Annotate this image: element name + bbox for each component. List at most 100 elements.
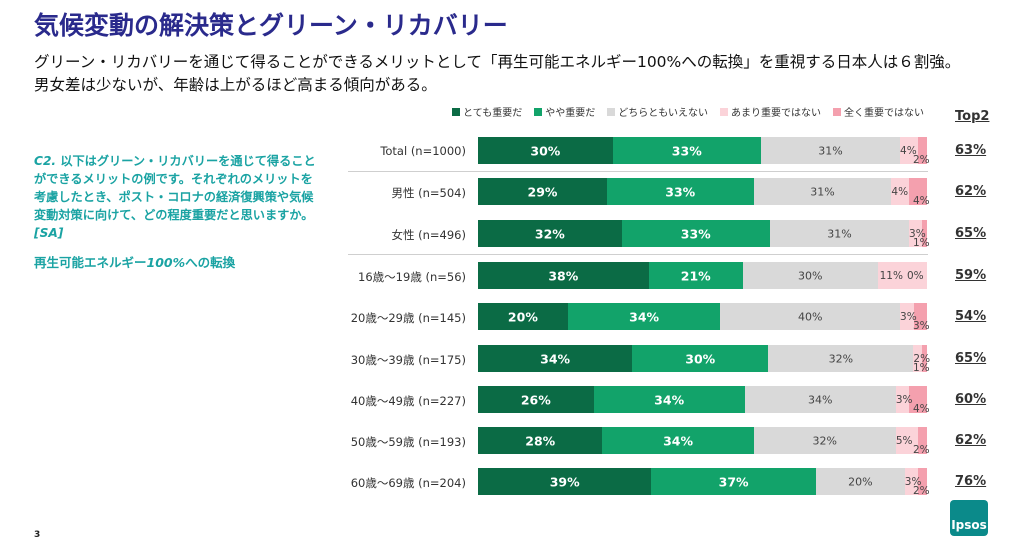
data-label: 31% [818,144,843,157]
data-label: 4% [913,195,930,207]
data-label: 37% [718,474,749,489]
bar-segment: 20% [815,468,905,495]
data-label: 34% [654,392,685,407]
top2-value: 59% [955,268,987,283]
data-label: 39% [549,474,580,489]
bar-segment: 32% [768,345,914,372]
data-label: 20% [507,309,538,324]
top2-value: 62% [955,184,987,199]
data-label: 31% [827,227,852,240]
data-label: 33% [671,143,702,158]
data-label: 4% [891,186,909,198]
bar-segment: 40% [720,303,901,330]
legend-swatch [833,107,842,116]
top2-value: 65% [955,351,987,366]
bar-row: 30% 33% 31% [478,137,927,164]
bar-segment [917,137,927,164]
bar-segment [891,178,910,205]
data-label: 30% [798,269,823,282]
top2-header: Top2 [955,109,990,124]
bar-segment [895,386,910,413]
bar-segment: 28% [478,427,603,454]
question-body: 以下はグリーン・リカバリーを通じて得ることができるメリットの例です。それぞれのメ… [34,154,316,222]
data-label: 3% [913,320,930,332]
data-label: 30% [530,143,561,158]
bar-segment [922,345,927,372]
data-label: 2% [913,353,931,365]
subtitle-line-1: グリーン・リカバリーを通じて得ることができるメリットとして「再生可能エネルギー1… [34,53,961,71]
bar-row: 29% 33% 31% [478,178,927,205]
bar-segment: 33% [612,137,761,164]
top2-value: 60% [955,392,987,407]
data-label: 21% [680,268,711,283]
data-label: 30% [685,351,716,366]
data-label: 34% [629,309,660,324]
legend-swatch [452,107,460,116]
data-label: 33% [665,184,696,199]
bar-segment [877,262,927,289]
bar-segment: 34% [744,386,896,413]
group-separator [348,254,928,255]
bar-segment: 31% [753,178,892,205]
data-label: 5% [895,435,913,447]
bar-segment: 34% [478,345,633,372]
bar-segment [922,220,927,247]
row-label: 40歳〜49歳 (n=227) [350,394,466,408]
legend-label: やや重要だ [545,108,596,119]
data-label: 38% [548,268,579,283]
bar-row: 32% 33% 31% [478,220,927,247]
data-label: 3% [909,228,926,240]
legend-label: あまり重要ではない [731,108,822,119]
bar-segment: 38% [478,262,649,289]
top2-value: 76% [955,474,987,489]
data-label: 33% [680,226,711,241]
bar-segment: 26% [478,386,594,413]
legend-swatch [720,107,729,116]
bar-segment [900,303,914,330]
bar-segment: 20% [478,303,568,330]
data-label: 34% [663,433,693,448]
bar-segment: 29% [478,178,607,205]
bar-segment: 30% [478,137,613,164]
data-label: 4% [900,145,917,157]
data-label: 4% [913,403,930,415]
bar-segment: 32% [478,220,622,247]
option-prefix: 再生可能エネルギー [34,255,147,270]
bar-row: 28% 34% 32% [478,427,927,454]
data-label: 3% [900,311,917,323]
data-label: 0% [907,270,924,282]
legend-item: とても重要だ [452,104,522,119]
data-label: 31% [810,185,835,198]
bar-segment: 30% [632,345,769,372]
bar-segment [913,345,923,372]
row-label: 20歳〜29歳 (n=145) [350,311,466,325]
row-label: 50歳〜59歳 (n=193) [350,435,466,449]
bar-segment: 31% [760,137,901,164]
bar-row: 20% 34% 40% [478,303,927,330]
data-label: 20% [848,475,873,488]
row-label: 男性 (n=504) [391,186,466,200]
bar-segment: 34% [602,427,754,454]
legend-label: 全く重要ではない [844,108,925,119]
top2-value: 65% [955,226,987,241]
data-label: 32% [812,434,837,447]
question-tag: [SA] [34,226,64,240]
data-label: 1% [913,362,930,374]
row-label: 30歳〜39歳 (n=175) [350,353,466,367]
bar-segment: 33% [621,220,770,247]
option-highlight: 100% [146,255,186,270]
top2-value: 63% [955,143,987,158]
legend-item: あまり重要ではない [720,104,821,119]
ipsos-logo: Ipsos [950,500,988,536]
top2-value: 54% [955,309,987,324]
data-label: 32% [534,226,565,241]
bar-segment: 30% [742,262,878,289]
bar-segment [909,178,927,205]
data-label: 40% [798,310,823,323]
data-label: 3% [904,476,922,488]
row-label: 16歳〜19歳 (n=56) [358,270,466,284]
data-label: 2% [913,444,930,456]
legend-item: どちらともいえない [607,104,708,119]
bar-row: 34% 30% 32% [478,345,927,372]
group-separator [348,171,928,172]
